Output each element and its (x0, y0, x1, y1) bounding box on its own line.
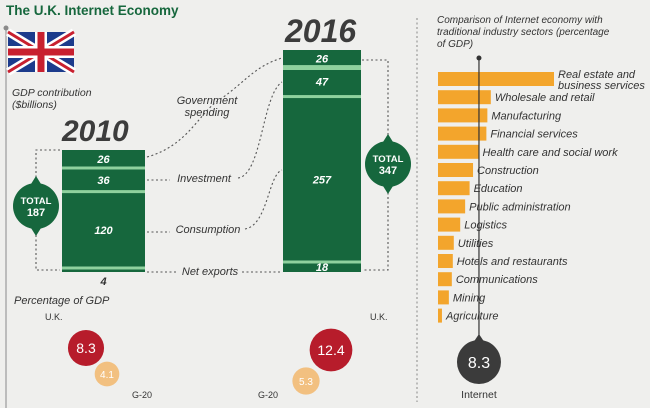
g20-pct-value: 5.3 (299, 377, 313, 388)
sector-bar-communications (438, 272, 452, 287)
pct-gdp-title: Percentage of GDP (14, 295, 110, 307)
segment-divider (62, 166, 145, 170)
internet-bubble (456, 340, 501, 384)
sector-title-line: Comparison of Internet economy with (437, 15, 603, 26)
segment-label: Investment (177, 173, 232, 185)
segment-divider (283, 95, 361, 99)
sector-title-line: of GDP) (437, 39, 473, 50)
sector-label: Education (474, 183, 523, 195)
sector-bar-hotels-and-restaurants (438, 254, 453, 268)
uk-flag-icon (3, 25, 77, 408)
sector-label: Public administration (469, 201, 571, 213)
sector-bar-public-administration (438, 199, 466, 214)
pct-gdp-bubbles: 8.3 4.1 U.K. G-20 12.4 5.3 U.K. G-20 (45, 312, 388, 400)
bar-value-label: 26 (315, 53, 329, 65)
segment-divider (62, 190, 145, 194)
segment-divider (283, 67, 361, 70)
sector-label: Utilities (458, 238, 494, 250)
sector-bar-real-estate-and-business-services (438, 72, 554, 86)
bar-2010-consumption (62, 191, 145, 268)
subtitle-line: GDP contribution (12, 87, 92, 99)
segment-divider (62, 266, 145, 270)
gdp-contribution-subtitle: GDP contribution ($billions) (12, 87, 92, 111)
sector-label: Construction (477, 165, 539, 177)
segment-label: Government spending (177, 95, 238, 119)
uk-bubble (309, 328, 353, 372)
segment-divider (283, 65, 361, 69)
connector-lines (35, 57, 389, 273)
sector-label: Agriculture (445, 311, 499, 323)
bar-value-label: 4 (99, 276, 106, 288)
uk-label: U.K. (45, 312, 63, 322)
sector-label: Financial services (490, 129, 578, 141)
sector-label: Manufacturing (491, 110, 562, 122)
uk-label: U.K. (370, 312, 388, 322)
stacked-bars: 26 36 120 4 26 47 257 18 (62, 50, 361, 288)
bar-2010-investment (62, 168, 145, 192)
sector-comparison-title: Comparison of Internet economy with tradi… (437, 15, 610, 50)
uk-pct-value: 8.3 (76, 340, 96, 356)
sector-label: Mining (453, 292, 486, 304)
bar-2016-consumption (283, 96, 361, 262)
sector-bar-construction (438, 163, 474, 177)
bar-2010-net-exports (62, 268, 145, 272)
sector-bar-education (438, 181, 470, 196)
bar-value-label: 36 (97, 175, 110, 187)
sector-label: Communications (456, 274, 538, 286)
subtitle-line: ($billions) (12, 99, 57, 111)
pct-group-2016: 12.4 5.3 U.K. G-20 (258, 312, 388, 400)
sector-bar-agriculture (438, 308, 442, 323)
sector-bar-mining (438, 290, 449, 305)
bar-value-label: 18 (316, 262, 329, 274)
sector-label: Hotels and restaurants (457, 256, 568, 268)
year-2010-label: 2010 (61, 115, 129, 148)
segment-label: Consumption (176, 224, 241, 236)
sector-bar-health-care-and-social-work (438, 144, 479, 159)
g20-label: G-20 (258, 390, 278, 400)
bar-2016-investment (283, 66, 361, 97)
sector-label: Real estate and business services (558, 69, 645, 92)
bar-2016-government-spending (283, 50, 361, 67)
sector-bar-logistics (438, 217, 461, 232)
total-value: 347 (379, 165, 397, 177)
sector-label: Logistics (464, 220, 507, 232)
internet-label: Internet (461, 389, 497, 401)
bar-value-label: 257 (312, 174, 332, 186)
sector-title-line: traditional industry sectors (percentage (437, 27, 610, 38)
pct-group-2010: 8.3 4.1 U.K. G-20 (45, 312, 152, 400)
year-2016-label: 2016 (284, 13, 356, 49)
sector-bar-wholesale-and-retail (438, 90, 491, 105)
segment-label: Net exports (182, 266, 239, 278)
total-value: 187 (27, 207, 45, 219)
sector-bar-utilities (438, 235, 454, 250)
sector-bars: Real estate and business servicesWholesal… (438, 69, 645, 323)
uk-pct-value: 12.4 (317, 342, 344, 358)
internet-marker: 8.3 Internet (456, 55, 501, 401)
segment-labels: Government spending Investment Consumption N… (176, 95, 241, 278)
sector-bar-manufacturing (438, 108, 488, 123)
bar-value-label: 120 (94, 225, 113, 237)
sector-label: Wholesale and retail (495, 92, 595, 104)
total-label: TOTAL (373, 154, 404, 165)
g20-pct-value: 4.1 (100, 370, 114, 381)
g20-label: G-20 (132, 390, 152, 400)
chart-title: The U.K. Internet Economy (6, 3, 179, 18)
bar-2016-net-exports (283, 262, 361, 272)
sector-bar-financial-services (438, 126, 487, 141)
segment-divider (283, 260, 361, 264)
internet-value: 8.3 (468, 355, 490, 372)
sector-label: Health care and social work (482, 147, 618, 159)
g20-bubble (94, 361, 120, 387)
bar-2010-government-spending (62, 150, 145, 168)
total-label: TOTAL (21, 196, 52, 207)
bar-value-label: 47 (315, 77, 329, 89)
uk-bubble (67, 329, 105, 367)
g20-bubble (292, 367, 320, 395)
bar-value-label: 26 (96, 154, 110, 166)
